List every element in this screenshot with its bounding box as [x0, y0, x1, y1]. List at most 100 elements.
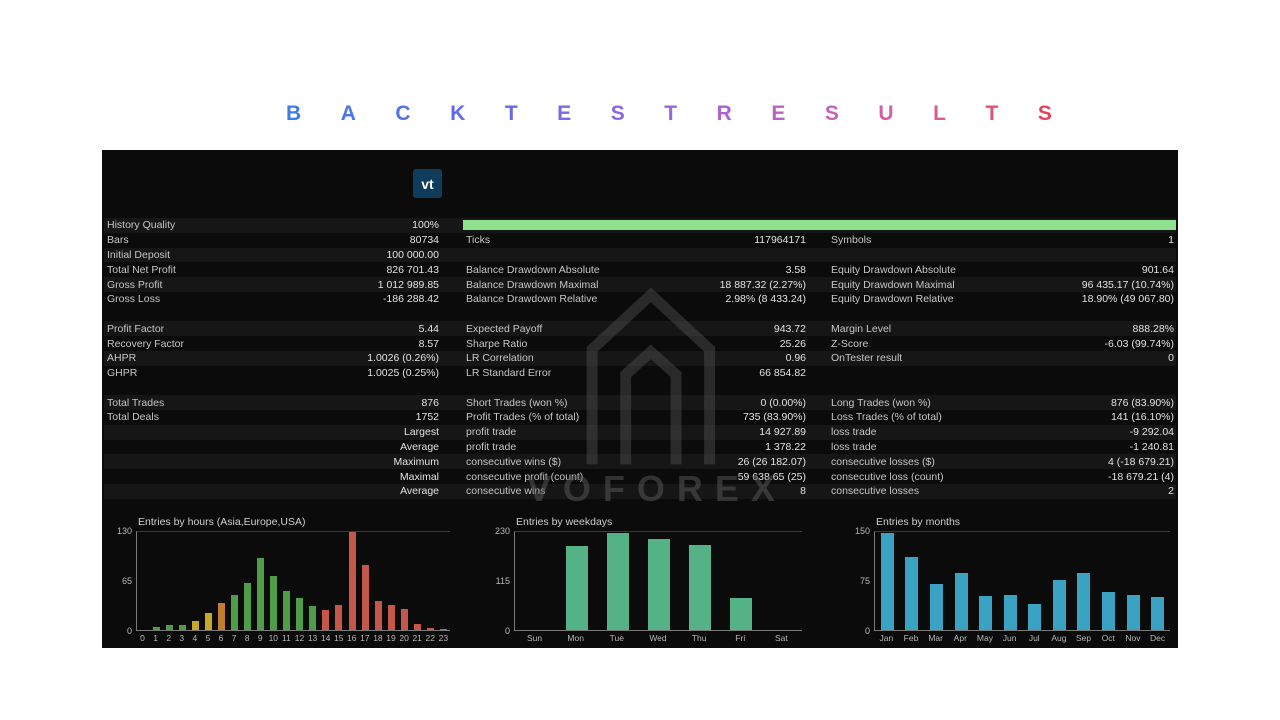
stat-label: Loss Trades (% of total) — [831, 411, 942, 424]
y-axis: 130 65 0 — [110, 526, 136, 636]
x-tick-label: Mar — [928, 633, 943, 643]
stat-value: 1752 — [415, 411, 439, 424]
x-tick-label: 16 — [347, 633, 357, 643]
stat-value: 117964171 — [754, 234, 806, 247]
y-tick-label: 0 — [126, 626, 132, 636]
stat-label: Equity Drawdown Absolute — [831, 263, 956, 276]
stat-label: History Quality — [107, 219, 176, 232]
stat-value: 26 (26 182.07) — [737, 455, 806, 468]
x-tick-label: 17 — [360, 633, 370, 643]
x-tick-label: 15 — [333, 633, 344, 643]
title-letter: S — [610, 102, 625, 125]
bar-10 — [270, 575, 278, 630]
x-tick-label: 19 — [386, 633, 396, 643]
stat-label: Total Deals — [107, 411, 159, 424]
history-quality-bar — [463, 220, 1176, 231]
table-row: AHPR 1.0026 (0.26%) LR Correlation 0.96 OnTe… — [104, 350, 1176, 366]
title-letter: U — [878, 102, 894, 125]
table-row: History Quality 100% — [104, 218, 1176, 233]
x-tick-label: 18 — [373, 633, 383, 643]
bar-21 — [413, 623, 421, 630]
stat-value: -6.03 (99.74%) — [1104, 337, 1174, 350]
bar-Aug — [1052, 579, 1066, 630]
stat-value: Maximal — [399, 470, 439, 483]
stat-value: 888.28% — [1132, 322, 1174, 335]
x-tick-label: 8 — [244, 633, 250, 643]
stat-value: -18 679.21 (4) — [1108, 470, 1174, 483]
bar-Tue — [606, 532, 629, 630]
title-letter: B — [286, 102, 302, 125]
stat-label: AHPR — [107, 352, 137, 365]
y-tick-label: 0 — [504, 626, 510, 636]
chart-entries-by-weekdays: Entries by weekdays 230 115 0 Sun Mon Tue Wed… — [488, 516, 802, 644]
stat-value: 18 887.32 (2.27%) — [719, 278, 806, 291]
stat-label: Gross Profit — [107, 278, 163, 291]
stat-label: Total Trades — [107, 396, 165, 409]
x-tick-label: Fri — [735, 633, 746, 643]
stat-label: Bars — [107, 234, 129, 247]
x-tick-label: 3 — [179, 633, 185, 643]
stat-label: Recovery Factor — [107, 337, 185, 350]
chart-entries-by-hours: Entries by hours (Asia,Europe,USA) 130 65… — [110, 516, 450, 644]
stat-value: 18.90% (49 067.80) — [1081, 293, 1174, 306]
table-row: Maximum consecutive wins ($) 26 (26 182.07… — [104, 454, 1176, 470]
bar-6 — [218, 602, 226, 630]
table-row: Recovery Factor 8.57 Sharpe Ratio 25.26 Z-Sc… — [104, 336, 1176, 351]
stat-value: 0.96 — [785, 352, 806, 365]
bar-11 — [283, 590, 291, 630]
stat-value: 1.0025 (0.25%) — [367, 367, 439, 380]
title-letter: E — [771, 102, 786, 125]
stat-value: 141 (16.10%) — [1110, 411, 1174, 424]
bar-12 — [296, 598, 304, 630]
x-tick-label: 20 — [399, 633, 409, 643]
bar-Oct — [1101, 592, 1115, 630]
stat-label: Symbols — [831, 234, 872, 247]
y-tick-label: 75 — [859, 576, 870, 586]
bar-18 — [374, 601, 382, 630]
bar-17 — [361, 565, 369, 630]
title-letter: T — [985, 102, 999, 125]
x-tick-label: 21 — [412, 633, 422, 643]
stat-value: 826 701.43 — [386, 263, 439, 276]
title-letter: T — [504, 102, 518, 125]
stat-label: Profit Trades (% of total) — [466, 411, 580, 424]
x-tick-label: 14 — [320, 633, 331, 643]
stat-value: 1 — [1168, 234, 1174, 247]
stat-value: 8 — [800, 485, 806, 498]
y-tick-label: 65 — [121, 576, 132, 586]
stat-value: 901.64 — [1141, 263, 1174, 276]
stat-value: Largest — [403, 426, 439, 439]
x-tick-label: May — [976, 633, 993, 643]
y-tick-label: 115 — [495, 576, 510, 586]
stat-value: Maximum — [393, 455, 439, 468]
title-letter: C — [395, 102, 411, 125]
x-tick-label: 5 — [205, 633, 211, 643]
y-axis: 150 75 0 — [848, 526, 874, 636]
title-letter: A — [340, 102, 356, 125]
stat-value: 735 (83.90%) — [742, 411, 806, 424]
stat-label: Balance Drawdown Relative — [466, 293, 598, 306]
x-tick-label: Mon — [567, 633, 584, 643]
bar-1 — [153, 627, 161, 630]
stat-value: 8.57 — [418, 337, 439, 350]
stat-value: 876 (83.90%) — [1110, 396, 1174, 409]
stat-label: loss trade — [831, 426, 877, 439]
y-tick-label: 130 — [116, 526, 132, 536]
stat-label: Long Trades (won %) — [831, 396, 931, 409]
stat-value: 0 (0.00%) — [760, 396, 806, 409]
stat-label: Sharpe Ratio — [466, 337, 528, 350]
chart-title: Entries by weekdays — [516, 516, 613, 528]
stat-value: 1 378.22 — [765, 440, 806, 453]
x-tick-label: Jun — [1002, 633, 1017, 643]
x-tick-label: 2 — [166, 633, 172, 643]
stat-label: LR Correlation — [466, 352, 534, 365]
y-tick-label: 230 — [494, 526, 510, 536]
x-tick-label: Oct — [1101, 633, 1115, 643]
stat-label: Profit Factor — [107, 322, 165, 335]
bar-15 — [335, 605, 343, 630]
table-row: Profit Factor 5.44 Expected Payoff 943.72 Ma… — [104, 321, 1176, 337]
stat-label: Short Trades (won %) — [466, 396, 568, 409]
chart-entries-by-months: Entries by months 150 75 0 Jan Feb Mar Apr May… — [848, 516, 1170, 644]
table-row: Largest profit trade 14 927.89 loss trade -9… — [104, 424, 1176, 440]
